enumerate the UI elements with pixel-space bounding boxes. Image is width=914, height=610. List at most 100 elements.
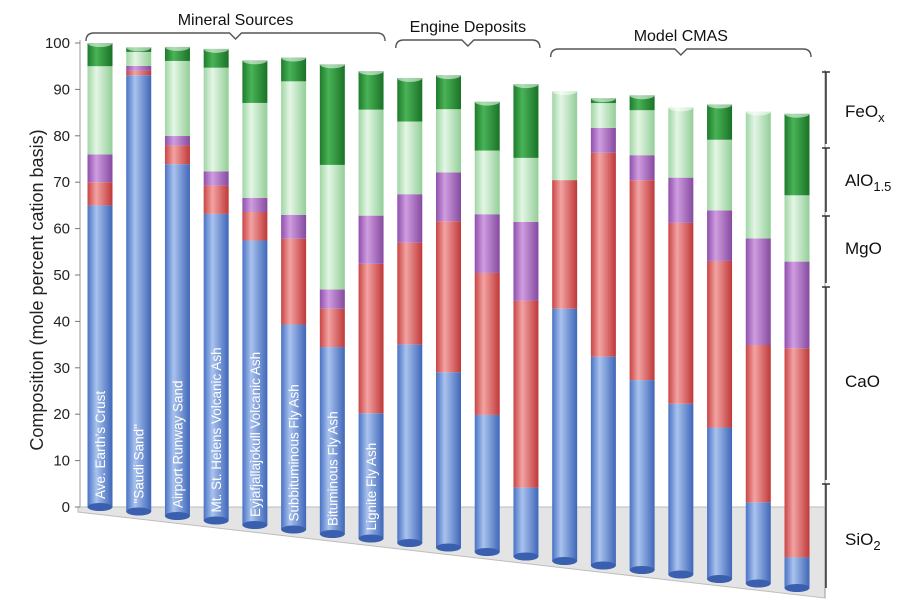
bar-3: Mt. St. Helens Volcanic Ash	[203, 44, 229, 525]
category-label: Mt. St. Helens Volcanic Ash	[209, 347, 224, 512]
bar-segment-cao	[745, 345, 771, 503]
bar-segment-feox	[513, 84, 539, 158]
bar-segment-feox	[164, 46, 190, 61]
bar-segment-alo15	[784, 195, 810, 262]
bar-13	[590, 94, 616, 570]
bar-5: Subbituminous Fly Ash	[281, 53, 307, 534]
bar-segment-cao	[242, 212, 268, 241]
bar-segment-alo15	[203, 67, 229, 172]
bar-segment-sio2	[707, 427, 733, 579]
y-tick-label: 10	[53, 453, 70, 470]
bar-base-cap	[319, 530, 345, 538]
bar-top-cap	[87, 39, 113, 47]
bar-1: "Saudi Sand"	[126, 43, 152, 516]
bar-segment-feox	[87, 43, 113, 67]
y-tick-label: 80	[53, 128, 70, 145]
bar-segment-cao	[436, 221, 461, 373]
category-label: Lignite Fly Ash	[364, 443, 379, 531]
bar-segment-alo15	[745, 111, 771, 239]
bar-top-cap	[590, 94, 616, 103]
bar-base-cap	[784, 584, 810, 592]
bar-segment-cao	[474, 272, 500, 415]
bar-segment-alo15	[513, 157, 539, 222]
bar-0: Ave. Earth's Crust	[87, 39, 113, 511]
bar-segment-sio2	[745, 502, 771, 584]
bar-segment-alo15	[552, 91, 578, 181]
bar-segment-sio2	[319, 347, 345, 534]
bar-base-cap	[87, 503, 113, 511]
bar-segment-alo15	[126, 51, 152, 66]
bar-segment-mgo	[707, 210, 733, 261]
bar-segment-mgo	[319, 289, 345, 309]
bar-base-cap	[281, 525, 307, 534]
bar-segment-cao	[319, 308, 345, 348]
bar-top-cap	[552, 87, 578, 96]
bar-segment-mgo	[281, 214, 307, 239]
y-tick-label: 60	[53, 221, 70, 238]
bar-top-cap	[474, 97, 500, 106]
bar-segment-alo15	[436, 109, 461, 173]
bar-segment-sio2	[629, 380, 655, 570]
y-axis: 0 10 20 30 40 50 60 70 80 90 100	[45, 35, 80, 516]
bar-segment-mgo	[436, 172, 461, 222]
bar-segment-sio2	[474, 414, 500, 552]
category-label: Subbituminous Fly Ash	[287, 384, 302, 521]
bar-segment-mgo	[126, 65, 152, 71]
bar-segment-sio2	[668, 403, 694, 575]
bar-segment-cao	[784, 348, 810, 558]
bar-2: Airport Runway Sand	[164, 42, 190, 520]
legend-label: FeOx	[845, 102, 885, 125]
group-bracket	[395, 39, 541, 49]
y-tick-label: 100	[45, 35, 70, 52]
legend-label: AlO1.5	[845, 171, 891, 194]
legend-label: MgO	[845, 239, 882, 258]
bar-base-cap	[164, 512, 190, 520]
bar-base-cap	[590, 561, 616, 570]
category-label: Ave. Earth's Crust	[93, 391, 108, 499]
bar-segment-cao	[87, 182, 113, 206]
bar-top-cap	[242, 56, 268, 65]
bar-segment-alo15	[707, 139, 733, 211]
bar-segment-mgo	[784, 261, 810, 349]
bar-segment-feox	[707, 104, 733, 140]
bar-segment-sio2	[590, 356, 616, 566]
bar-segment-sio2	[203, 213, 229, 521]
bar-base-cap	[629, 566, 655, 574]
bar-segment-cao	[513, 300, 539, 488]
bar-10	[474, 97, 500, 556]
group-label: Model CMAS	[634, 28, 728, 45]
bar-top-cap	[513, 80, 539, 89]
y-tick-label: 30	[53, 360, 70, 377]
bar-segment-sio2	[513, 487, 539, 557]
group-bracket	[85, 32, 386, 42]
bar-segment-feox	[784, 113, 810, 196]
bar-segment-sio2	[87, 205, 113, 507]
bar-top-cap	[164, 42, 190, 51]
bar-segment-cao	[668, 222, 694, 404]
bar-segment-cao	[358, 263, 384, 414]
bar-segment-alo15	[397, 121, 423, 195]
bar-11	[513, 80, 539, 561]
y-tick-label: 0	[62, 499, 70, 516]
bar-segment-cao	[281, 238, 307, 325]
category-label: "Saudi Sand"	[132, 424, 147, 504]
bar-16	[707, 100, 733, 583]
bar-base-cap	[745, 579, 771, 588]
bar-segment-sio2	[242, 240, 268, 525]
bar-segment-alo15	[319, 164, 345, 290]
bar-9	[436, 71, 461, 552]
bar-base-cap	[707, 575, 733, 583]
bar-segment-mgo	[745, 238, 771, 346]
bar-17	[745, 107, 771, 588]
bar-4: Eyjafjallajokull Volcanic Ash	[242, 56, 268, 529]
bar-segment-cao	[707, 260, 733, 428]
bar-top-cap	[358, 67, 384, 76]
group-bracket	[549, 48, 812, 58]
group-label: Mineral Sources	[178, 12, 294, 29]
bar-base-cap	[513, 552, 539, 561]
y-tick-label: 20	[53, 406, 70, 423]
bar-segment-cao	[126, 70, 152, 76]
y-tick-label: 40	[53, 313, 70, 330]
bar-segment-alo15	[358, 109, 384, 216]
